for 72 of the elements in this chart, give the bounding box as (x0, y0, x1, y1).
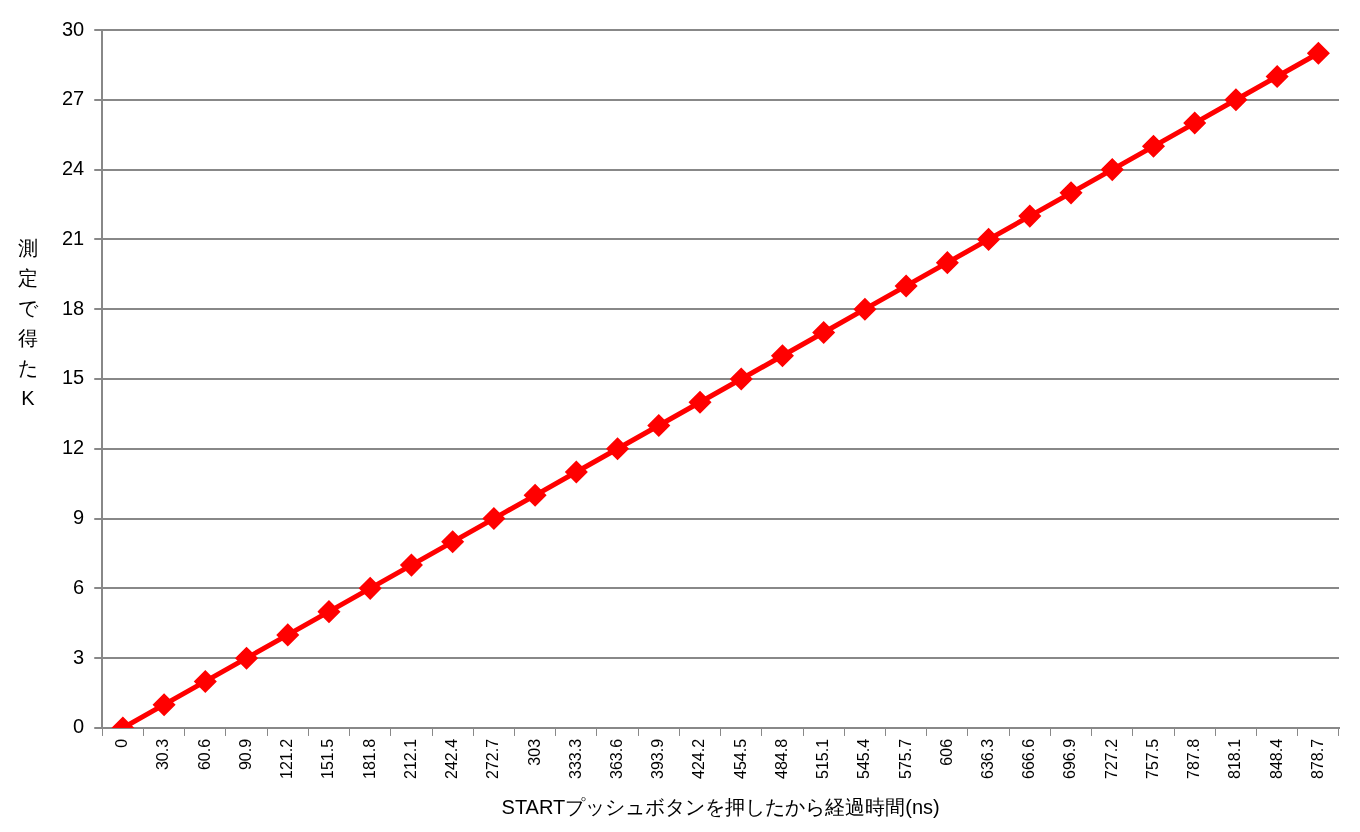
x-tick-label: 575.7 (896, 738, 914, 780)
point (936, 252, 958, 274)
x-tick-label: 757.5 (1143, 738, 1161, 780)
x-tick-label: 303 (525, 738, 543, 766)
x-tick-label: 515.1 (814, 738, 832, 780)
y-tick-label: 6 (73, 575, 85, 598)
x-tick-label: 454.5 (731, 738, 749, 780)
x-tick-label: 696.9 (1061, 738, 1079, 780)
x-tick-label: 151.5 (319, 738, 337, 780)
point (730, 368, 752, 390)
x-tick-label: 636.3 (978, 738, 996, 780)
x-tick-label: 606 (937, 738, 955, 766)
x-tick-label: 878.7 (1308, 738, 1326, 780)
point (771, 345, 793, 367)
point (236, 647, 258, 669)
point (813, 321, 835, 343)
point (194, 670, 216, 692)
point (1142, 135, 1164, 157)
x-tick-label: 363.6 (607, 738, 625, 780)
point (689, 391, 711, 413)
point (483, 508, 505, 530)
point (565, 461, 587, 483)
point (648, 415, 670, 437)
point (1266, 66, 1288, 88)
x-axis-title: STARTプッシュボタンを押したから経過時間(ns) (501, 795, 940, 818)
y-tick-label: 15 (62, 366, 85, 389)
x-tick-label: 181.8 (360, 738, 378, 780)
x-tick-label: 393.9 (649, 738, 667, 780)
point (1184, 112, 1206, 134)
point (895, 275, 917, 297)
point (607, 438, 629, 460)
x-tick-label: 848.4 (1267, 738, 1285, 780)
y-tick-label: 9 (73, 506, 85, 529)
x-tick-label: 212.1 (401, 738, 419, 780)
y-tick-label: 12 (62, 436, 85, 459)
x-tick-label: 424.2 (690, 738, 708, 780)
x-tick-label: 272.7 (484, 738, 502, 780)
point (978, 228, 1000, 250)
point (442, 531, 464, 553)
x-tick-label: 60.6 (195, 738, 213, 771)
x-tick-label: 818.1 (1226, 738, 1244, 780)
x-tick-label: 727.2 (1102, 738, 1120, 780)
y-tick-label: 24 (62, 157, 85, 180)
x-tick-label: 0 (113, 738, 131, 748)
y-tick-label: 3 (73, 645, 85, 668)
point (854, 298, 876, 320)
point (1060, 182, 1082, 204)
y-tick-label: 18 (62, 296, 85, 319)
y-tick-label: 0 (73, 715, 85, 738)
x-tick-label: 242.4 (443, 738, 461, 780)
y-axis-title: 測定で得たK (17, 236, 39, 411)
x-tick-label: 121.2 (278, 738, 296, 780)
point (1307, 42, 1329, 64)
x-tick-label: 30.3 (154, 738, 172, 771)
y-tick-label: 21 (62, 226, 85, 249)
point (400, 554, 422, 576)
x-tick-label: 545.4 (855, 738, 873, 780)
point (359, 577, 381, 599)
x-tick-label: 787.8 (1185, 738, 1203, 780)
point (1101, 159, 1123, 181)
x-tick-label: 333.3 (566, 738, 584, 780)
point (1019, 205, 1041, 227)
x-tick-label: 484.8 (772, 738, 790, 780)
y-tick-label: 27 (62, 87, 85, 110)
point (524, 484, 546, 506)
y-tick-label: 30 (62, 17, 85, 40)
point (318, 601, 340, 623)
x-tick-label: 666.6 (1020, 738, 1038, 780)
point (153, 694, 175, 716)
point (1225, 89, 1247, 111)
x-tick-label: 90.9 (236, 738, 254, 771)
point (277, 624, 299, 646)
